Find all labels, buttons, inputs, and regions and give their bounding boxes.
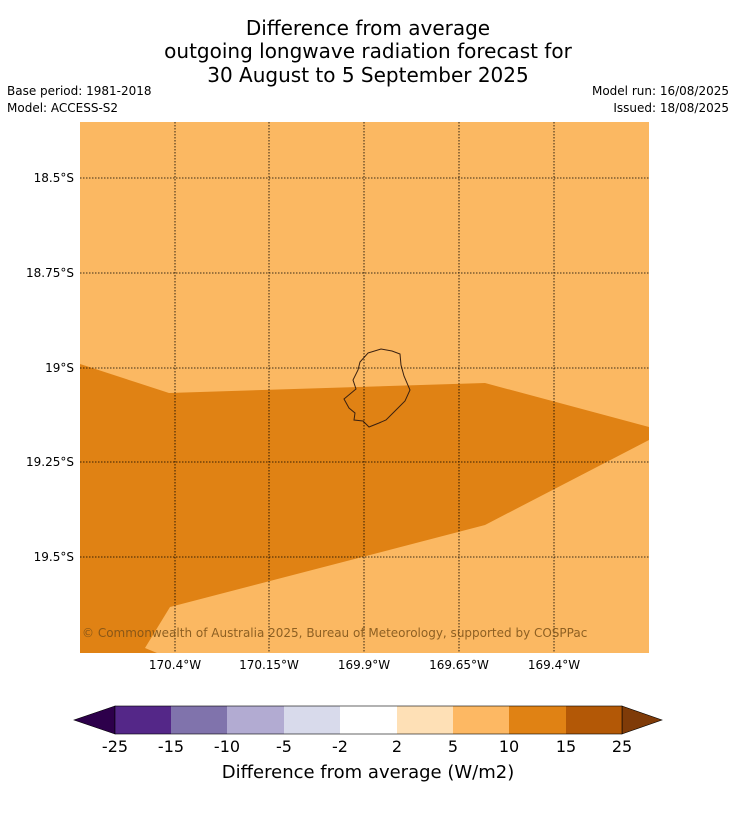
lon-label: 169.9°W [338, 658, 390, 672]
colorbar-tick-label: -5 [276, 737, 292, 756]
title-line-2: outgoing longwave radiation forecast for [164, 39, 572, 63]
lon-label: 170.15°W [239, 658, 299, 672]
colorbar-tick-label: -2 [332, 737, 348, 756]
title-line-1: Difference from average [245, 16, 491, 40]
colorbar-tick-label: 10 [499, 737, 519, 756]
colorbar-title: Difference from average (W/m2) [222, 762, 514, 783]
colorbar-extend-high [621, 705, 663, 735]
lon-label: 169.65°W [429, 658, 489, 672]
lat-label: 19°S [45, 361, 74, 375]
island-outline [343, 348, 411, 428]
colorbar-bin [171, 706, 227, 734]
lon-label: 169.4°W [528, 658, 580, 672]
colorbar-bin [509, 706, 566, 734]
colorbar-tick-label: 5 [448, 737, 458, 756]
colorbar-bin [340, 706, 397, 734]
title-line-3: 30 August to 5 September 2025 [207, 63, 529, 87]
colorbar: -25 -15 -10 -5 -2 2 5 10 15 25 Differenc… [73, 705, 663, 783]
colorbar-extend-low [73, 705, 116, 735]
graticule [80, 122, 649, 653]
colorbar-tick-label: 2 [392, 737, 402, 756]
colorbar-tick-label: 25 [612, 737, 632, 756]
colorbar-bin [284, 706, 340, 734]
fill-band-10-15 [80, 364, 649, 653]
lat-label: 18.5°S [34, 171, 74, 185]
model-run-label: Model run: 16/08/2025 [591, 84, 729, 98]
lat-label: 18.75°S [26, 266, 74, 280]
map-panel: 18.5°S 18.75°S 19°S 19.25°S 19.5°S 170.4… [26, 122, 649, 672]
colorbar-tick-label: -25 [102, 737, 128, 756]
base-period-label: Base period: 1981-2018 [7, 84, 152, 98]
colorbar-bin [453, 706, 509, 734]
issued-label: Issued: 18/08/2025 [613, 101, 729, 115]
colorbar-bin [566, 706, 622, 734]
copyright-notice: © Commonwealth of Australia 2025, Bureau… [82, 626, 587, 640]
lat-label: 19.5°S [34, 550, 74, 564]
model-label: Model: ACCESS-S2 [7, 101, 119, 115]
colorbar-tick-label: -15 [158, 737, 184, 756]
lat-label: 19.25°S [26, 455, 74, 469]
colorbar-tick-label: -10 [214, 737, 240, 756]
colorbar-bin [115, 706, 171, 734]
colorbar-bin [397, 706, 453, 734]
colorbar-bin [227, 706, 284, 734]
colorbar-tick-label: 15 [556, 737, 576, 756]
lon-label: 170.4°W [149, 658, 201, 672]
colorbar-frame [114, 705, 623, 735]
